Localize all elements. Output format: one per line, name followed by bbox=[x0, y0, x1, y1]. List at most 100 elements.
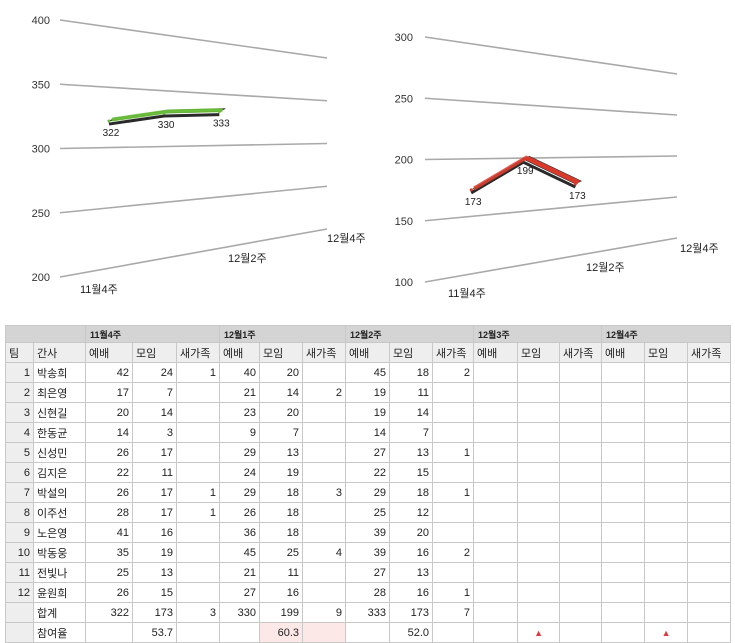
column-header: 모임 bbox=[517, 342, 561, 363]
value-cell: 45 bbox=[219, 542, 260, 563]
value-cell: 14 bbox=[259, 382, 303, 403]
alert-triangle-icon: ▲ bbox=[644, 622, 689, 643]
value-cell: 3 bbox=[301, 482, 347, 503]
value-cell: 330 bbox=[219, 602, 260, 623]
team-cell: 2 bbox=[5, 382, 34, 403]
value-cell: 42 bbox=[85, 362, 133, 383]
value-cell bbox=[644, 482, 689, 503]
gridline bbox=[59, 185, 328, 214]
value-cell: 17 bbox=[85, 382, 133, 403]
column-header: 새가족 bbox=[301, 342, 347, 363]
value-cell bbox=[644, 402, 689, 423]
value-cell: 9 bbox=[301, 602, 347, 623]
week-header: 12월2주 bbox=[345, 325, 475, 343]
value-cell bbox=[176, 422, 220, 443]
column-header: 새가족 bbox=[559, 342, 603, 363]
value-cell bbox=[473, 402, 519, 423]
value-cell bbox=[601, 542, 646, 563]
value-cell bbox=[301, 462, 347, 483]
value-cell: 14 bbox=[345, 422, 391, 443]
value-cell bbox=[473, 482, 519, 503]
value-cell: 28 bbox=[85, 502, 133, 523]
value-cell bbox=[176, 562, 220, 583]
value-cell bbox=[301, 522, 347, 543]
value-cell: 17 bbox=[132, 482, 177, 503]
team-cell: 12 bbox=[5, 582, 34, 603]
value-cell bbox=[432, 422, 475, 443]
value-cell bbox=[559, 522, 603, 543]
value-cell bbox=[517, 382, 561, 403]
series-highlight bbox=[111, 108, 223, 122]
value-cell: 19 bbox=[259, 462, 303, 483]
value-cell bbox=[517, 482, 561, 503]
value-cell bbox=[644, 422, 689, 443]
value-cell bbox=[176, 382, 220, 403]
value-cell bbox=[601, 622, 646, 643]
value-cell bbox=[559, 442, 603, 463]
value-cell: 1 bbox=[432, 482, 475, 503]
value-cell: 52.0 bbox=[389, 622, 434, 643]
column-header: 새가족 bbox=[687, 342, 732, 363]
value-cell: 22 bbox=[345, 462, 391, 483]
table-row: 1 박송희 42 24 1 40 20 45 18 2 bbox=[5, 362, 732, 383]
value-cell bbox=[517, 522, 561, 543]
value-cell bbox=[687, 462, 732, 483]
value-cell: 1 bbox=[432, 582, 475, 603]
value-cell bbox=[687, 362, 732, 383]
value-cell: 13 bbox=[132, 562, 177, 583]
value-cell bbox=[559, 482, 603, 503]
value-cell: 45 bbox=[345, 362, 391, 383]
value-cell bbox=[559, 562, 603, 583]
name-cell: 이주선 bbox=[33, 502, 86, 523]
value-cell bbox=[687, 522, 732, 543]
week-header: 12월3주 bbox=[473, 325, 603, 343]
value-cell bbox=[432, 622, 475, 643]
week-header-row: 11월4주 12월1주 12월2주 12월3주 12월4주 bbox=[5, 325, 732, 343]
y-tick-label: 350 bbox=[32, 79, 50, 91]
value-cell: 29 bbox=[345, 482, 391, 503]
value-cell bbox=[473, 582, 519, 603]
value-cell bbox=[176, 402, 220, 423]
data-label: 173 bbox=[465, 197, 482, 208]
value-cell bbox=[176, 522, 220, 543]
chart-right: 300 250 200 150 100 173 199 173 11월4주 12월2주 12월4주 bbox=[368, 0, 735, 320]
value-cell: 2 bbox=[301, 382, 347, 403]
gridline bbox=[424, 155, 678, 161]
value-cell bbox=[473, 442, 519, 463]
value-cell bbox=[687, 402, 732, 423]
name-cell: 최은영 bbox=[33, 382, 86, 403]
value-cell bbox=[473, 502, 519, 523]
table-row: 8 이주선 28 17 1 26 18 25 12 bbox=[5, 502, 732, 523]
value-cell bbox=[432, 382, 475, 403]
value-cell: 25 bbox=[345, 502, 391, 523]
team-cell bbox=[5, 622, 34, 643]
value-cell: 20 bbox=[389, 522, 434, 543]
name-cell: 박동웅 bbox=[33, 542, 86, 563]
data-point bbox=[573, 182, 577, 186]
week-header: 12월4주 bbox=[601, 325, 732, 343]
data-label: 173 bbox=[569, 191, 586, 202]
name-cell: 김지은 bbox=[33, 462, 86, 483]
y-tick-label: 100 bbox=[395, 277, 413, 289]
value-cell bbox=[601, 502, 646, 523]
value-cell bbox=[301, 362, 347, 383]
value-cell bbox=[559, 602, 603, 623]
data-point bbox=[469, 188, 473, 192]
data-label: 330 bbox=[158, 120, 175, 131]
table-row: 3 신현길 20 14 23 20 19 14 bbox=[5, 402, 732, 423]
y-tick-label: 300 bbox=[395, 32, 413, 44]
alert-triangle-icon: ▲ bbox=[517, 622, 561, 643]
value-cell bbox=[473, 562, 519, 583]
value-cell bbox=[644, 522, 689, 543]
team-cell: 4 bbox=[5, 422, 34, 443]
team-cell: 5 bbox=[5, 442, 34, 463]
data-label: 199 bbox=[517, 166, 534, 177]
value-cell: 1 bbox=[432, 442, 475, 463]
value-cell bbox=[559, 622, 603, 643]
value-cell: 26 bbox=[219, 502, 260, 523]
value-cell bbox=[301, 582, 347, 603]
value-cell bbox=[432, 522, 475, 543]
value-cell bbox=[644, 502, 689, 523]
value-cell: 9 bbox=[219, 422, 260, 443]
value-cell: 25 bbox=[259, 542, 303, 563]
